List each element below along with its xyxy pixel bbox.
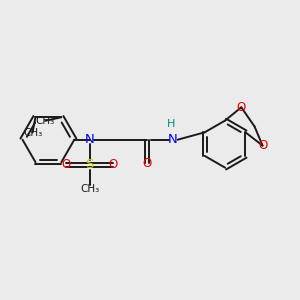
Text: O: O: [142, 157, 152, 170]
Text: N: N: [168, 133, 178, 146]
Text: N: N: [85, 133, 94, 146]
Text: H: H: [167, 119, 175, 129]
Text: O: O: [258, 139, 267, 152]
Text: O: O: [109, 158, 118, 171]
Text: O: O: [61, 158, 71, 171]
Text: CH₃: CH₃: [80, 184, 99, 194]
Text: CH₃: CH₃: [36, 116, 55, 126]
Text: O: O: [237, 101, 246, 114]
Text: S: S: [85, 158, 94, 171]
Text: CH₃: CH₃: [23, 128, 42, 138]
